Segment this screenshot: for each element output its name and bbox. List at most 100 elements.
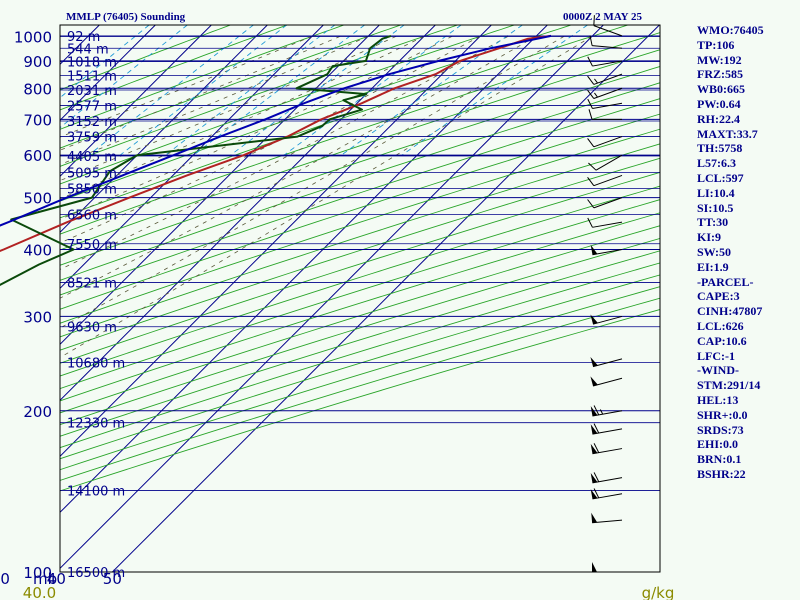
wind-barb	[590, 314, 623, 325]
wind-barb	[587, 197, 623, 209]
temperature-tick-label: 40	[47, 570, 66, 588]
wind-barb-staff	[592, 493, 623, 500]
wind-barb-staff	[592, 315, 623, 325]
y-unit-label: mb	[33, 570, 57, 588]
mixing-ratio-line	[193, 25, 365, 156]
dry-adiabat-line	[60, 25, 231, 91]
dry-adiabat-line	[60, 250, 660, 437]
pressure-label: 600	[23, 147, 52, 165]
wind-barb-flag	[590, 489, 598, 499]
dry-adiabat-line	[60, 157, 660, 351]
wind-barb-staff	[592, 60, 623, 67]
height-label: 1511 m	[67, 70, 117, 85]
height-label: 8521 m	[67, 277, 117, 292]
mixing-ratio-line	[230, 25, 405, 156]
pressure-label: 700	[23, 111, 52, 129]
pressure-label: 1000	[14, 28, 52, 46]
temperature-tick-label: 30	[0, 570, 10, 588]
grid-lines	[59, 24, 661, 573]
wind-barb-full	[587, 138, 595, 148]
isotherm-line	[60, 25, 324, 290]
wind-barb	[590, 376, 623, 387]
pressure-label: 400	[23, 242, 52, 260]
wind-barb	[590, 488, 623, 500]
isotherm-line	[60, 25, 212, 178]
mixing-ratio-line	[401, 25, 588, 156]
isotherm-line	[60, 25, 604, 570]
series-dewpoint-line	[0, 34, 392, 286]
wind-barb	[587, 174, 623, 187]
height-label: 16500 m	[67, 566, 125, 581]
index-value: TP:106	[697, 37, 735, 52]
index-value: BSHR:22	[697, 466, 746, 481]
wind-barb	[590, 244, 623, 256]
index-value: BRN:0.1	[697, 452, 742, 467]
wind-barb-staff	[593, 73, 623, 85]
isotherm-line	[60, 25, 268, 234]
wind-barb-full	[588, 109, 593, 120]
index-value: -PARCEL-	[697, 274, 754, 289]
dry-adiabat-line	[60, 143, 660, 338]
wind-barb-half	[594, 78, 598, 84]
index-value: LCL:597	[697, 170, 744, 185]
mixing-ratio-tick-label: 40.0	[23, 584, 56, 600]
dry-adiabat-line	[60, 113, 660, 310]
wind-barb-half	[599, 409, 604, 415]
height-label: 4405 m	[67, 150, 117, 165]
dry-adiabat-line	[60, 49, 660, 251]
wind-barb-staff	[593, 25, 623, 37]
wind-barb-flag	[590, 443, 598, 454]
wind-barb-full	[588, 162, 597, 171]
index-value: SRDS:73	[697, 422, 744, 437]
dry-adiabat-line	[60, 199, 660, 390]
wind-barb-full	[589, 35, 593, 46]
height-label: 9630 m	[67, 321, 117, 336]
mixing-ratio-line	[341, 25, 523, 156]
height-label: 3152 m	[67, 115, 117, 130]
height-label: 6560 m	[67, 208, 117, 223]
wind-barb	[587, 136, 623, 148]
pressure-label: 500	[23, 190, 52, 208]
profile-curves	[0, 34, 552, 286]
height-label: 7550 m	[67, 238, 117, 253]
wind-barb-full	[593, 405, 600, 416]
wind-barb	[593, 15, 623, 37]
dry-adiabat-line	[60, 25, 515, 185]
plot-frame	[59, 24, 661, 573]
wind-barb	[587, 87, 623, 99]
wind-barb	[588, 109, 622, 120]
axis-labels: 100 200 300 400 500 600 700 800 900 1000 16500 m 14…	[0, 28, 674, 600]
isotherm-line	[111, 25, 660, 572]
wind-barb-staff	[592, 102, 623, 109]
wind-barb-full	[593, 15, 595, 26]
dry-adiabat-line	[60, 171, 660, 364]
wind-barb	[590, 405, 623, 417]
wind-barb-staff	[593, 197, 623, 209]
index-value: EI:1.9	[697, 259, 729, 274]
wind-barb-flag	[590, 244, 598, 255]
x-unit-label: g/kg	[642, 584, 675, 600]
pressure-label: 100	[23, 564, 52, 582]
index-value: TT:30	[697, 215, 729, 230]
dry-adiabat-line	[60, 98, 660, 296]
wind-barb-flag	[590, 356, 598, 367]
index-value: L57:6.3	[697, 156, 736, 171]
dry-adiabat-line	[60, 225, 660, 414]
dry-adiabat-line	[60, 185, 660, 377]
wind-barb-full	[593, 423, 600, 434]
index-value: SI:10.5	[697, 200, 734, 215]
wind-barb-full	[587, 98, 593, 109]
wind-barb-full	[587, 56, 593, 67]
dry-adiabat-line	[60, 286, 660, 471]
dry-adiabat-line	[60, 25, 401, 149]
index-value: CAPE:3	[697, 289, 740, 304]
height-label: 5850 m	[67, 182, 117, 197]
isotherm-line	[60, 25, 156, 122]
mixing-ratio-line	[165, 25, 336, 156]
index-value: LFC:-1	[697, 348, 735, 363]
moist-adiabat-line	[60, 36, 537, 299]
index-value: MAXT:33.7	[697, 126, 758, 141]
wind-barb	[590, 423, 623, 435]
moist-adiabat-line	[60, 36, 593, 359]
station-title: MMLP (76405) Sounding	[66, 11, 186, 23]
